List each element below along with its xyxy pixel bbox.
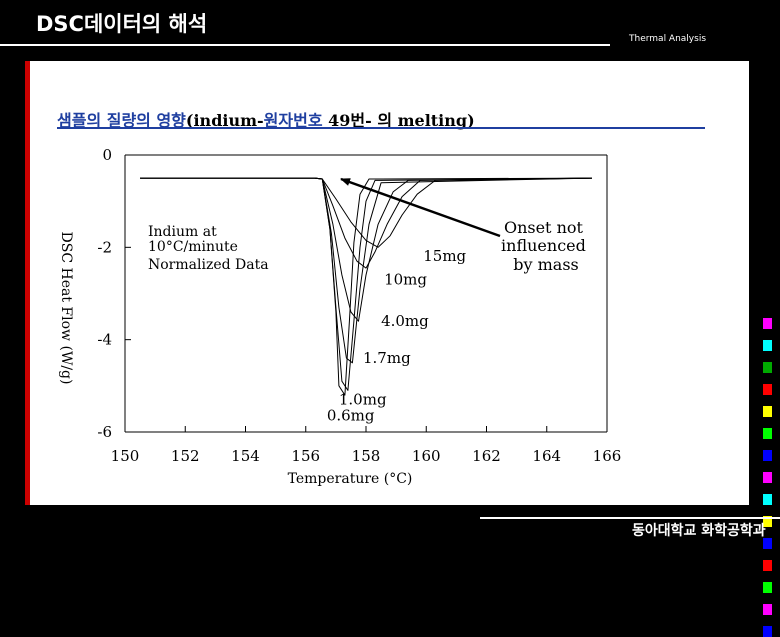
x-tick-label: 150 xyxy=(111,447,140,465)
color-swatch xyxy=(763,384,772,395)
color-swatch xyxy=(763,362,772,373)
y-tick-label: -2 xyxy=(97,238,112,256)
panel-accent-bar xyxy=(25,61,30,505)
color-swatch xyxy=(763,472,772,483)
x-axis-label: Temperature (°C) xyxy=(288,471,413,487)
x-tick-label: 160 xyxy=(412,447,441,465)
chart-heading-rest: 49번- 의 melting) xyxy=(322,111,475,130)
x-tick-label: 158 xyxy=(352,447,381,465)
x-tick-label: 156 xyxy=(291,447,320,465)
x-tick-label: 166 xyxy=(593,447,622,465)
section-tag: Thermal Analysis xyxy=(629,34,707,44)
series-label: 15mg xyxy=(423,247,466,265)
conditions-annotation: Indium at 10°C/minute Normalized Data xyxy=(148,224,269,273)
chart-heading-ko-2: 원자번호 xyxy=(263,111,323,130)
series-label: 1.0mg xyxy=(339,390,387,408)
onset-annotation: Onset not influenced by mass xyxy=(501,218,591,274)
slide-title: DSC데이터의 해석 xyxy=(36,12,208,36)
color-swatch xyxy=(763,428,772,439)
conditions-line-2: 10°C/minute xyxy=(148,239,238,255)
x-tick-label: 154 xyxy=(231,447,260,465)
onset-line-2: influenced xyxy=(501,236,586,255)
x-tick-label: 152 xyxy=(171,447,200,465)
series-label: 1.7mg xyxy=(363,349,411,367)
chart-heading: 샘플의 질량의 영향(indium-원자번호 49번- 의 melting) xyxy=(57,107,475,131)
onset-line-1: Onset not xyxy=(504,218,584,237)
chart-heading-latin: (indium- xyxy=(185,111,264,130)
x-tick-label: 164 xyxy=(532,447,561,465)
color-swatch xyxy=(763,406,772,417)
color-swatch xyxy=(763,450,772,461)
color-swatch xyxy=(763,494,772,505)
series-line-15mg xyxy=(140,177,592,248)
x-tick-label: 162 xyxy=(472,447,501,465)
series-label: 0.6mg xyxy=(327,406,375,424)
footer-institution: 동아대학교 화학공학과 xyxy=(632,523,766,539)
color-swatch xyxy=(763,516,772,527)
onset-line-3: by mass xyxy=(513,255,579,274)
series-label: 4.0mg xyxy=(381,312,429,330)
chart-heading-ko-1: 샘플의 질량의 영향 xyxy=(57,111,186,130)
color-swatch xyxy=(763,582,772,593)
dsc-chart: 150 152 154 156 158 160 162 164 166 0 -2 -4 -6 0.6mg… xyxy=(58,146,622,487)
y-tick-label: -4 xyxy=(97,331,112,349)
conditions-line-1: Indium at xyxy=(148,224,217,240)
onset-arrow xyxy=(340,177,501,238)
y-axis-label: DSC Heat Flow (W/g) xyxy=(58,232,74,385)
color-swatch xyxy=(763,560,772,571)
y-tick-label: 0 xyxy=(102,146,112,164)
color-swatch xyxy=(763,604,772,615)
chart-heading-underline xyxy=(57,127,705,129)
color-swatch xyxy=(763,318,772,329)
conditions-line-3: Normalized Data xyxy=(148,257,269,273)
color-swatch xyxy=(763,626,772,637)
color-swatch xyxy=(763,340,772,351)
y-tick-label: -6 xyxy=(97,423,112,441)
title-underline xyxy=(0,44,610,46)
series-label: 10mg xyxy=(384,270,427,288)
footer-rule xyxy=(480,517,780,519)
content-panel xyxy=(25,61,749,505)
